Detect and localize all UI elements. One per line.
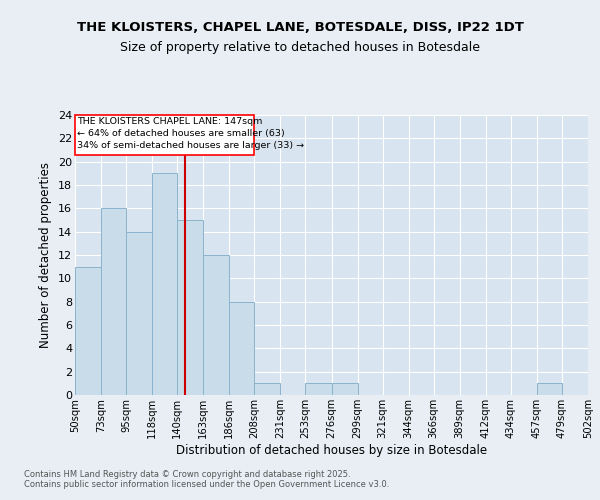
Text: THE KLOISTERS, CHAPEL LANE, BOTESDALE, DISS, IP22 1DT: THE KLOISTERS, CHAPEL LANE, BOTESDALE, D…	[77, 21, 523, 34]
Bar	[177, 220, 203, 395]
Bar	[254, 384, 280, 395]
Bar	[537, 384, 562, 395]
Y-axis label: Number of detached properties: Number of detached properties	[40, 162, 52, 348]
Text: Contains HM Land Registry data © Crown copyright and database right 2025.
Contai: Contains HM Land Registry data © Crown c…	[24, 470, 389, 490]
X-axis label: Distribution of detached houses by size in Botesdale: Distribution of detached houses by size …	[176, 444, 487, 456]
Bar	[152, 174, 177, 395]
Bar	[75, 266, 101, 395]
FancyBboxPatch shape	[75, 115, 254, 154]
Bar	[126, 232, 152, 395]
Bar	[331, 384, 358, 395]
Text: Size of property relative to detached houses in Botesdale: Size of property relative to detached ho…	[120, 41, 480, 54]
Bar	[203, 255, 229, 395]
Bar	[305, 384, 332, 395]
Bar	[101, 208, 126, 395]
Bar	[229, 302, 254, 395]
Text: THE KLOISTERS CHAPEL LANE: 147sqm
← 64% of detached houses are smaller (63)
34% : THE KLOISTERS CHAPEL LANE: 147sqm ← 64% …	[77, 116, 304, 150]
